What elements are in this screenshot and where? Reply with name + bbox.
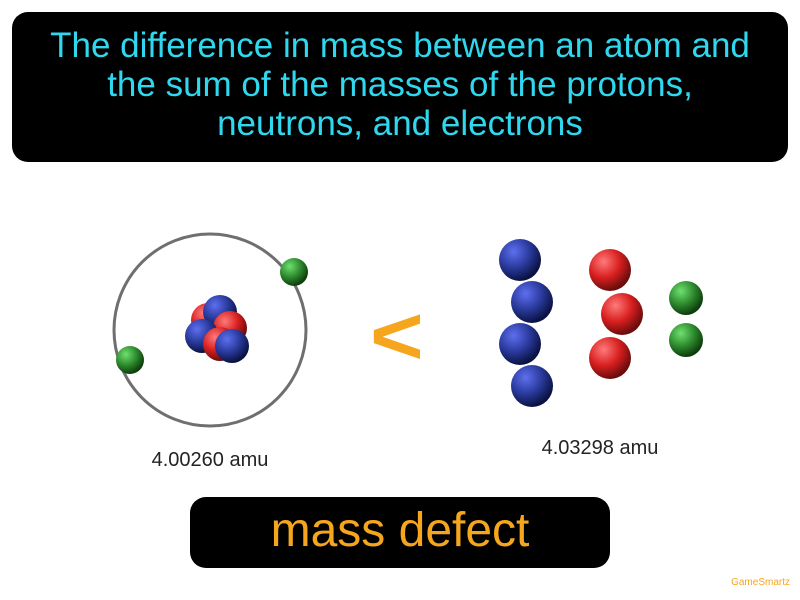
proton-sphere [511,281,553,323]
less-than-symbol: < [370,295,424,378]
term-banner: mass defect [190,497,610,568]
atom-mass-label: 4.00260 amu [90,449,330,472]
electron-sphere [669,281,703,315]
atom-svg [100,220,320,440]
parts-svg [480,228,720,428]
constituent-particles: 4.03298 amu [475,228,725,460]
neutron-sphere [589,249,631,291]
nucleus [185,295,249,363]
neutron-column [589,249,643,379]
electron-column [669,281,703,357]
proton-column [499,239,553,407]
term-text: mass defect [271,504,530,557]
atom-diagram: 4.00260 amu [90,220,330,472]
proton-sphere [499,323,541,365]
proton-sphere [511,365,553,407]
neutron-sphere [589,337,631,379]
proton-sphere [215,329,249,363]
definition-text: The difference in mass between an atom a… [50,26,750,143]
credit-text: GameSmartz [731,577,790,588]
neutron-sphere [601,293,643,335]
proton-sphere [499,239,541,281]
parts-mass-label: 4.03298 amu [475,437,725,460]
definition-banner: The difference in mass between an atom a… [12,12,788,162]
electron-sphere [280,258,308,286]
diagram-area: 4.00260 amu < 4.03298 amu [0,220,800,490]
electron-sphere [116,346,144,374]
electron-sphere [669,323,703,357]
